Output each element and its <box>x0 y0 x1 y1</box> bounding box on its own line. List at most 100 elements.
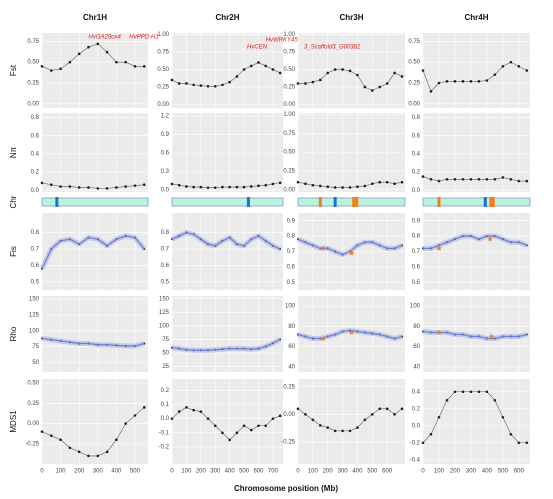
y-tick-label: 0.00 <box>283 187 295 193</box>
smooth-line <box>41 235 145 269</box>
y-tick-label: 1.00 <box>283 112 295 118</box>
gene-annotation: HvPPD-H1 <box>129 35 158 41</box>
chromosome-bar <box>422 197 531 207</box>
y-tick-label: 50 <box>162 351 169 357</box>
y-tick-label: 0.50 <box>27 60 39 66</box>
y-tick-label: 0.7 <box>412 249 421 255</box>
row-label: Fis <box>9 246 18 257</box>
highlight-star <box>348 250 355 256</box>
y-tick-label: 0.50 <box>157 67 169 73</box>
locus-marker <box>246 197 250 207</box>
x-tick-label: 400 <box>482 469 493 475</box>
chromosome-bar <box>171 197 284 207</box>
y-tick-label: 150 <box>29 297 40 303</box>
trend-line <box>297 181 403 188</box>
x-tick-label: 600 <box>382 469 393 475</box>
y-tick-label: 0.00 <box>283 412 295 418</box>
y-tick-label: 0.75 <box>408 39 420 45</box>
highlight-star <box>320 335 327 341</box>
y-tick-label: 0.5 <box>161 279 170 285</box>
trend-line <box>298 69 403 91</box>
trend-line <box>41 43 145 71</box>
y-tick-label: 0.25 <box>283 384 295 390</box>
locus-marker <box>489 197 493 207</box>
y-tick-label: 0.00 <box>27 421 39 427</box>
y-tick-label: 0.6 <box>412 264 421 270</box>
y-tick-label: 0.00 <box>27 101 39 107</box>
chromosome-bar <box>297 197 406 207</box>
y-tick-label: 100 <box>159 323 170 329</box>
y-tick-label: 0.25 <box>27 401 39 407</box>
x-tick-label: 500 <box>367 469 378 475</box>
chart-title: Chr4H <box>464 13 488 22</box>
x-tick-label: 500 <box>130 469 141 475</box>
gene-annotation: 3_Scaffold3_G00382 <box>304 45 361 51</box>
y-tick-label: 0.50 <box>283 67 295 73</box>
x-tick-label: 400 <box>352 469 363 475</box>
y-tick-label: 0.6 <box>161 263 170 269</box>
row-label: MDS1 <box>9 410 18 433</box>
y-tick-label: 0.25 <box>283 169 295 175</box>
y-tick-label: -0.1 <box>159 430 170 436</box>
locus-marker <box>352 197 356 207</box>
trend-line <box>297 408 403 432</box>
highlight-star <box>320 245 327 251</box>
trend-line <box>422 61 527 92</box>
highlight-star <box>348 329 355 335</box>
y-tick-label: 0.25 <box>27 81 39 87</box>
panel-background <box>423 379 530 464</box>
y-tick-label: 0.6 <box>287 264 296 270</box>
x-tick-label: 600 <box>253 469 264 475</box>
x-tick-label: 0 <box>421 469 425 475</box>
y-tick-label: 0.75 <box>27 39 39 45</box>
x-tick-label: 300 <box>338 469 349 475</box>
trend-line <box>41 407 145 457</box>
y-tick-label: 125 <box>159 310 170 316</box>
y-tick-label: 0.8 <box>31 115 40 121</box>
y-tick-label: 1.2 <box>161 114 170 120</box>
chart-title: Chr2H <box>215 13 239 22</box>
y-tick-label: 0.0 <box>31 188 40 194</box>
y-tick-label: 0.50 <box>283 150 295 156</box>
y-tick-label: 60 <box>413 344 420 350</box>
trend-line <box>422 391 527 444</box>
locus-marker <box>437 197 441 207</box>
y-tick-label: 0.5 <box>31 279 40 285</box>
y-tick-label: 0.8 <box>412 115 421 121</box>
y-tick-label: 80 <box>413 324 420 330</box>
smooth-line <box>171 338 281 351</box>
x-tick-label: 200 <box>450 469 461 475</box>
y-tick-label: 0.2 <box>161 388 170 394</box>
gene-annotation: HvGA20ox4 <box>88 35 121 41</box>
y-tick-label: 0.2 <box>31 170 40 176</box>
panel-background <box>298 379 405 464</box>
y-tick-label: -0.25 <box>281 440 295 446</box>
y-tick-label: 0.75 <box>283 131 295 137</box>
y-tick-label: 0.2 <box>412 406 421 412</box>
smooth-line <box>41 337 145 347</box>
y-tick-label: 0.9 <box>161 132 170 138</box>
panel-background <box>423 113 530 192</box>
y-tick-label: 0.7 <box>31 247 40 253</box>
y-tick-label: 0.50 <box>27 381 39 387</box>
panel-background <box>42 33 148 108</box>
panel-background <box>172 379 283 464</box>
y-tick-label: 0.5 <box>287 280 296 286</box>
smooth-line <box>297 238 403 256</box>
x-tick-label: 100 <box>56 469 67 475</box>
smooth-line <box>171 232 281 250</box>
y-tick-label: 0.00 <box>408 101 420 107</box>
panel-background <box>172 213 283 290</box>
y-tick-label: 75 <box>32 344 39 350</box>
gene-annotation: HvCEN <box>247 45 268 51</box>
y-tick-label: -0.25 <box>25 441 39 447</box>
x-tick-label: 100 <box>434 469 445 475</box>
y-tick-label: 0.50 <box>408 60 420 66</box>
panel-background <box>42 296 148 372</box>
y-tick-label: 0.6 <box>412 133 421 139</box>
y-tick-label: 0.8 <box>287 234 296 240</box>
row-label: Chr <box>9 195 18 208</box>
y-tick-label: 0.6 <box>31 133 40 139</box>
panel-background <box>42 213 148 290</box>
